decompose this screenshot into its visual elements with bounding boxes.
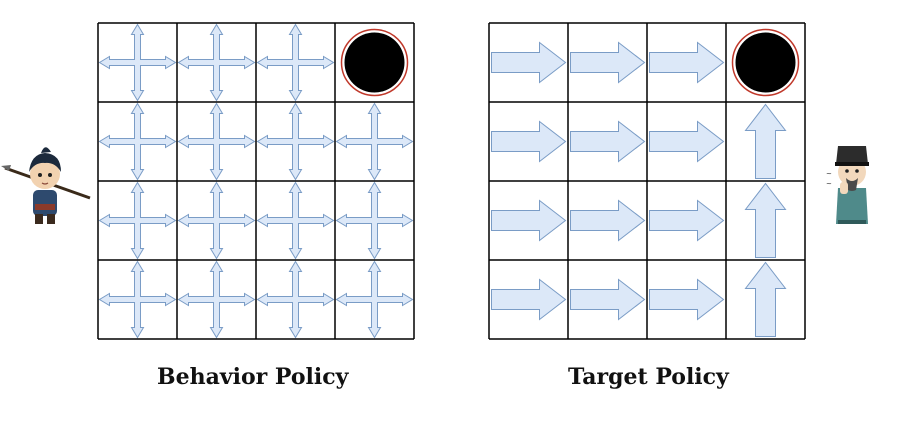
target-policy-caption: Target Policy bbox=[568, 364, 729, 390]
target-arrow-right bbox=[570, 41, 646, 84]
svg-text:~: ~ bbox=[826, 180, 832, 188]
behavior-arrow-all-directions bbox=[177, 181, 256, 260]
target-arrow-up bbox=[744, 182, 787, 258]
goal-hole bbox=[735, 32, 796, 93]
warrior-icon bbox=[1, 147, 91, 224]
target-arrow-right bbox=[649, 41, 725, 84]
target-arrow-right bbox=[649, 199, 725, 242]
behavior-arrow-all-directions bbox=[98, 260, 177, 339]
behavior-arrow-all-directions bbox=[335, 181, 414, 260]
behavior-arrow-all-directions bbox=[98, 102, 177, 181]
behavior-policy-grid bbox=[97, 22, 415, 340]
svg-text:~: ~ bbox=[826, 170, 832, 178]
behavior-arrow-all-directions bbox=[256, 102, 335, 181]
behavior-arrow-all-directions bbox=[177, 102, 256, 181]
target-arrow-right bbox=[570, 199, 646, 242]
behavior-arrow-all-directions bbox=[177, 260, 256, 339]
target-arrow-right bbox=[570, 278, 646, 321]
target-arrow-right bbox=[649, 278, 725, 321]
behavior-arrow-all-directions bbox=[177, 23, 256, 102]
target-arrow-right bbox=[491, 278, 567, 321]
behavior-arrow-all-directions bbox=[256, 181, 335, 260]
behavior-arrow-all-directions bbox=[98, 23, 177, 102]
target-arrow-right bbox=[649, 120, 725, 163]
goal-hole bbox=[344, 32, 405, 93]
target-arrow-right bbox=[491, 199, 567, 242]
target-policy-grid bbox=[488, 22, 806, 340]
target-arrow-right bbox=[570, 120, 646, 163]
behavior-policy-caption: Behavior Policy bbox=[157, 364, 349, 390]
target-arrow-right bbox=[491, 41, 567, 84]
target-arrow-up bbox=[744, 261, 787, 337]
target-arrow-right bbox=[491, 120, 567, 163]
behavior-arrow-all-directions bbox=[98, 181, 177, 260]
target-arrow-up bbox=[744, 103, 787, 179]
behavior-arrow-all-directions bbox=[256, 23, 335, 102]
scholar-icon: ~ ~ bbox=[826, 146, 869, 224]
behavior-arrow-all-directions bbox=[335, 260, 414, 339]
behavior-arrow-all-directions bbox=[256, 260, 335, 339]
behavior-arrow-all-directions bbox=[335, 102, 414, 181]
